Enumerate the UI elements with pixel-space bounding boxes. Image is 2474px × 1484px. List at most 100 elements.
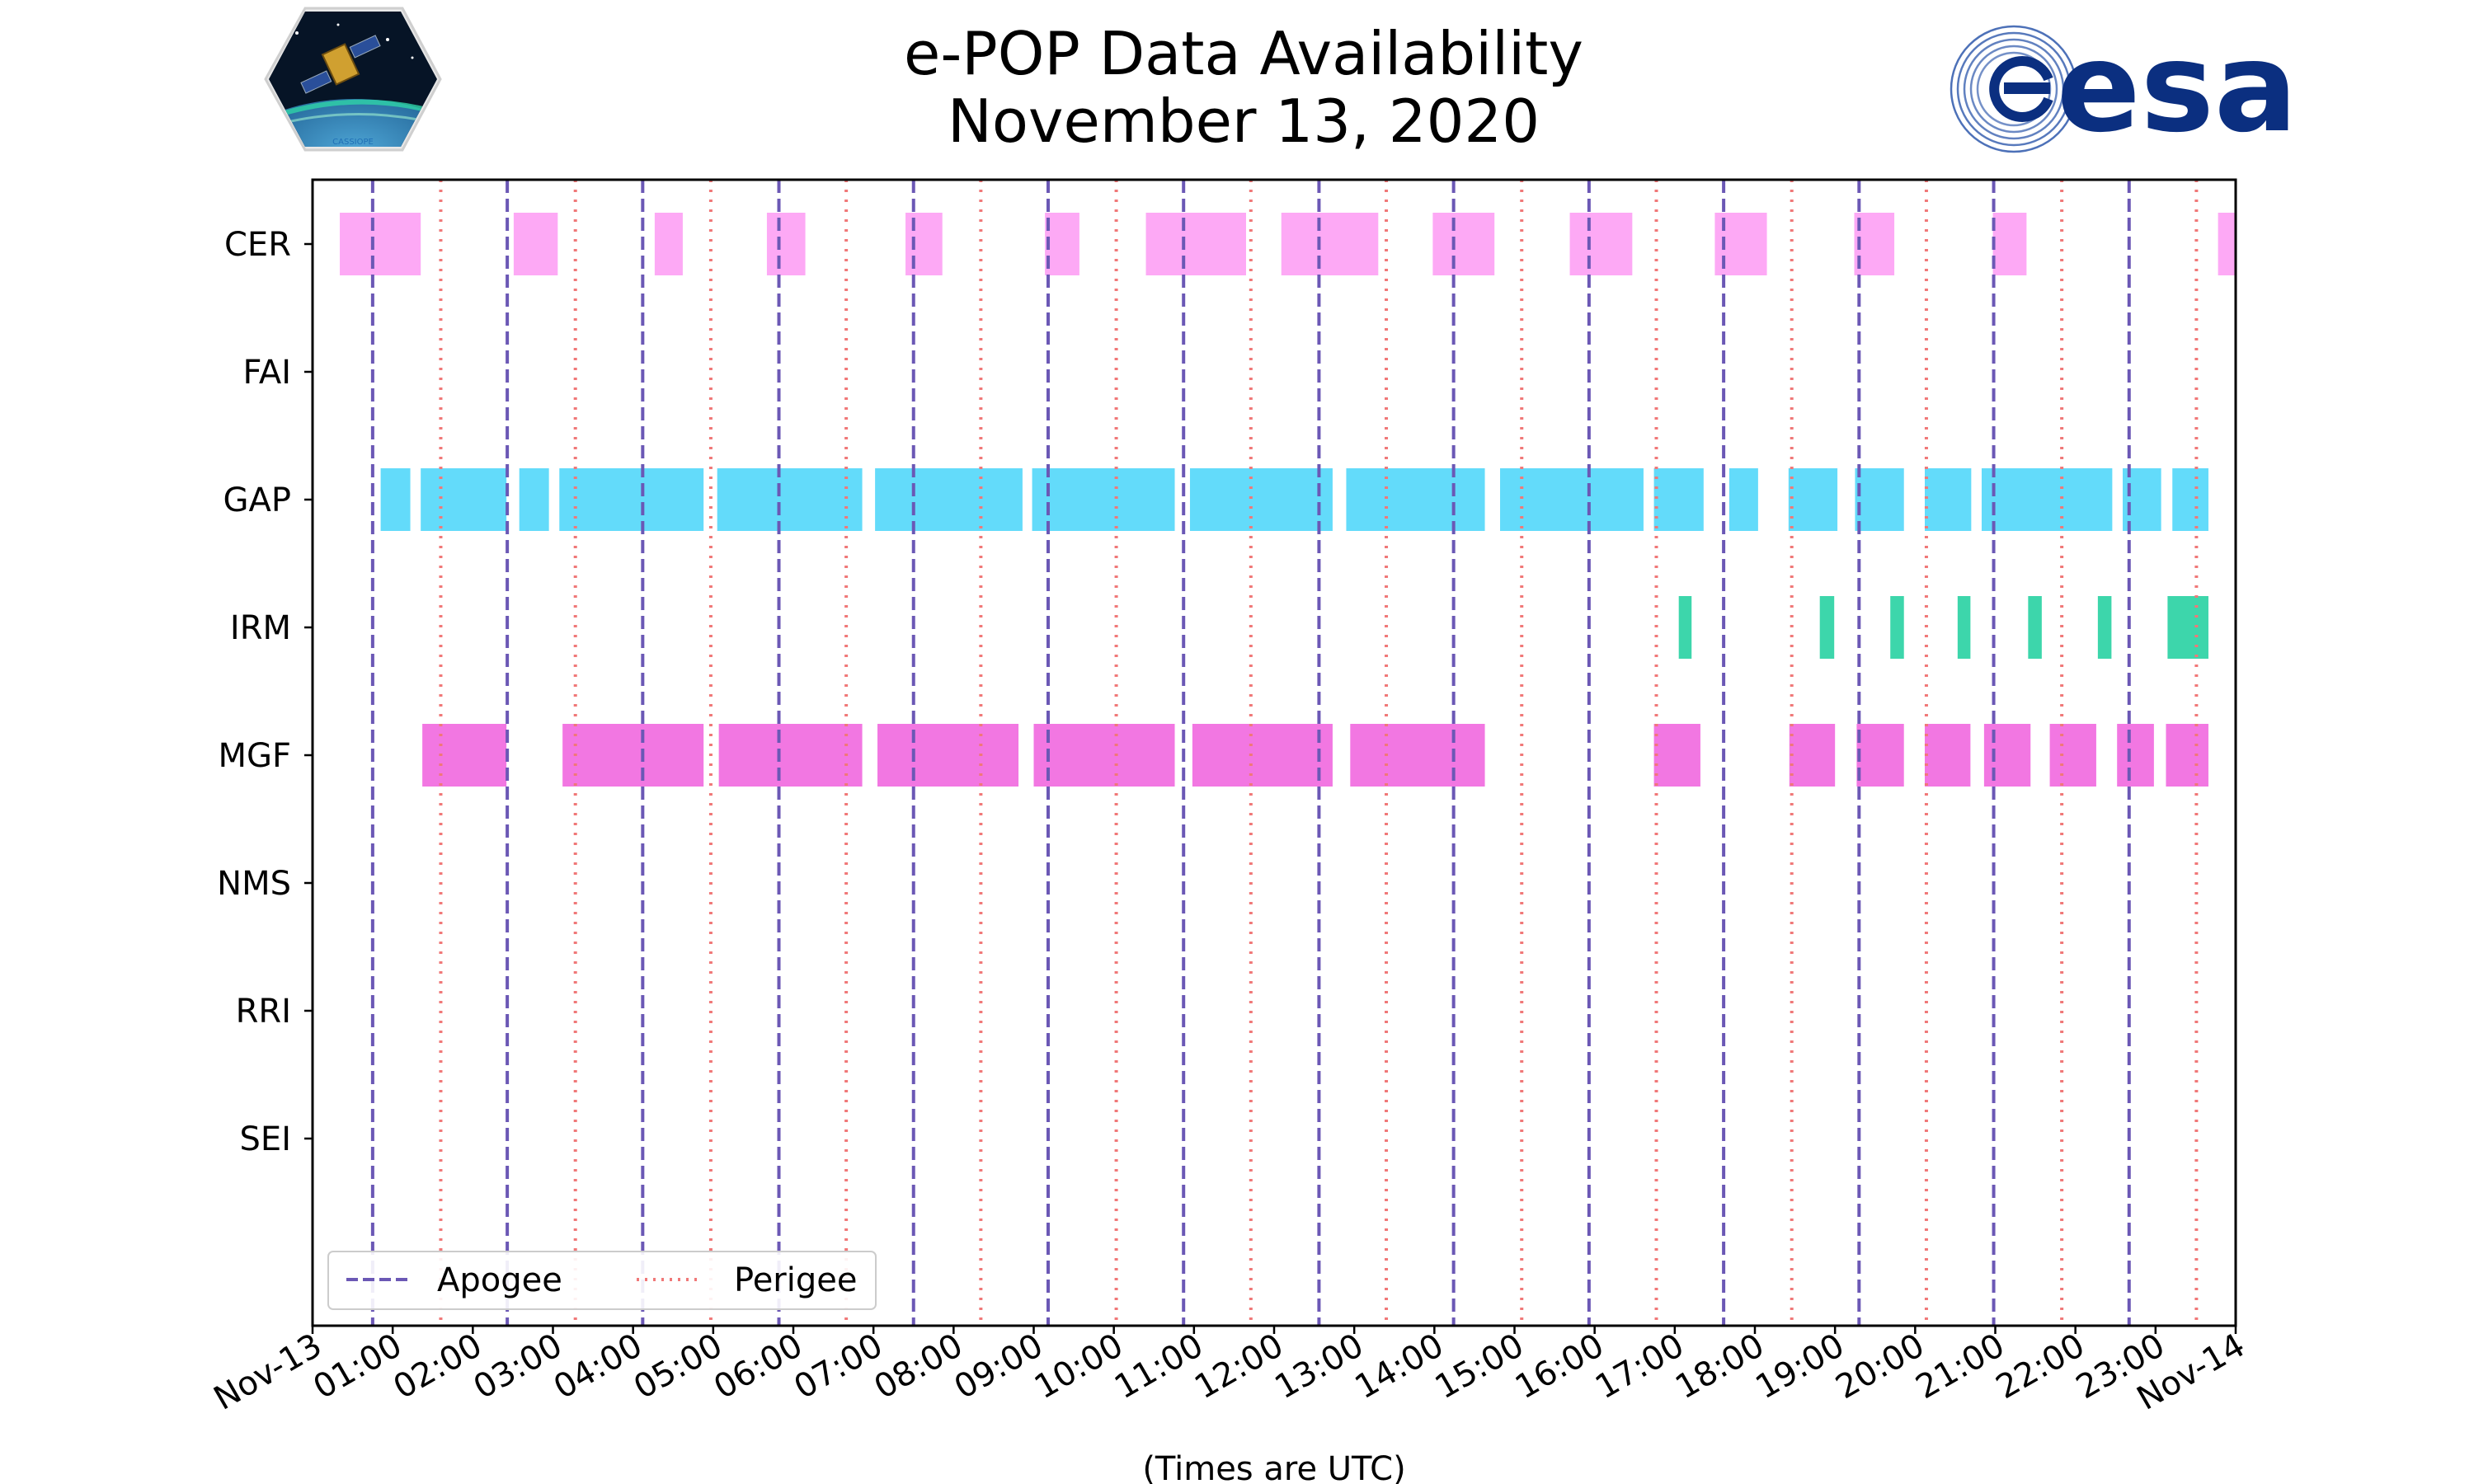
x-axis: Nov-1301:0002:0003:0004:0005:0006:0007:0… (208, 1326, 2251, 1418)
bar-cer-0 (340, 213, 421, 275)
x-tick-label: 10:00 (1028, 1327, 1130, 1407)
bars-layer (340, 213, 2236, 787)
x-tick-label: 20:00 (1829, 1327, 1931, 1407)
bar-mgf-6 (1350, 724, 1485, 787)
bar-mgf-12 (2049, 724, 2096, 787)
bar-gap-15 (1981, 468, 2113, 531)
y-tick-label-irm: IRM (230, 609, 291, 647)
legend-perigee-label: Perigee (734, 1261, 857, 1299)
x-tick-label: 13:00 (1268, 1327, 1370, 1407)
esa-logo: esa (1950, 16, 2298, 160)
bar-gap-10 (1653, 468, 1704, 531)
bar-gap-6 (1032, 468, 1175, 531)
esa-wordmark: esa (2057, 16, 2298, 160)
y-tick-label-mgf: MGF (218, 737, 291, 775)
y-tick-label-sei: SEI (240, 1120, 291, 1158)
bar-cer-11 (1854, 213, 1895, 275)
bar-cer-1 (513, 213, 558, 275)
x-tick-label: 01:00 (307, 1327, 408, 1407)
x-tick-label: 09:00 (948, 1327, 1050, 1407)
bar-mgf-1 (562, 724, 704, 787)
x-tick-label: 05:00 (628, 1327, 729, 1407)
bar-irm-0 (1678, 596, 1692, 659)
bar-cer-9 (1569, 213, 1633, 275)
bar-irm-1 (1819, 596, 1835, 659)
bar-gap-16 (2122, 468, 2161, 531)
chart-title-line1: e-POP Data Availability (904, 19, 1583, 88)
bar-irm-4 (2028, 596, 2042, 659)
y-tick-label-cer: CER (224, 226, 291, 264)
bar-gap-8 (1346, 468, 1485, 531)
legend: Apogee Perigee (327, 1251, 877, 1310)
legend-apogee-label: Apogee (437, 1261, 562, 1299)
bar-gap-0 (380, 468, 411, 531)
bar-cer-12 (1992, 213, 2027, 275)
x-tick-label: 15:00 (1429, 1327, 1531, 1407)
bar-cer-13 (2218, 213, 2236, 275)
satellite-icon (300, 35, 381, 94)
bar-mgf-4 (1033, 724, 1175, 787)
bar-cer-2 (654, 213, 683, 275)
bar-cer-4 (905, 213, 943, 275)
x-tick-label: 11:00 (1108, 1327, 1210, 1407)
bar-cer-8 (1432, 213, 1495, 275)
bar-mgf-13 (2117, 724, 2154, 787)
y-tick-label-fai: FAI (243, 354, 292, 392)
y-tick-label-gap: GAP (223, 481, 291, 519)
bar-irm-2 (1890, 596, 1904, 659)
bar-cer-6 (1145, 213, 1246, 275)
x-tick-label: 07:00 (788, 1327, 889, 1407)
x-tick-label: 17:00 (1589, 1327, 1691, 1407)
bar-irm-5 (2097, 596, 2112, 659)
bar-irm-6 (2167, 596, 2208, 659)
x-tick-label: 02:00 (387, 1327, 488, 1407)
bar-cer-7 (1281, 213, 1379, 275)
x-axis-label: (Times are UTC) (1142, 1450, 1405, 1484)
bar-irm-3 (1957, 596, 1971, 659)
svg-text:CASSIOPE: CASSIOPE (332, 138, 374, 147)
bar-gap-17 (2172, 468, 2208, 531)
x-tick-label: 16:00 (1509, 1327, 1611, 1407)
x-tick-label: 03:00 (468, 1327, 569, 1407)
x-tick-label: 08:00 (868, 1327, 969, 1407)
x-tick-label: 04:00 (548, 1327, 649, 1407)
bar-mgf-14 (2166, 724, 2208, 787)
x-tick-label: 12:00 (1188, 1327, 1290, 1407)
bar-mgf-9 (1856, 724, 1904, 787)
bar-gap-9 (1500, 468, 1644, 531)
bar-cer-5 (1045, 213, 1079, 275)
bar-gap-11 (1729, 468, 1758, 531)
x-tick-label: 19:00 (1749, 1327, 1851, 1407)
bar-gap-2 (519, 468, 549, 531)
bar-gap-13 (1855, 468, 1904, 531)
bar-mgf-10 (1924, 724, 1971, 787)
y-axis: CER FAI GAP IRM MGF NMS RRI SEI (217, 226, 313, 1158)
bar-mgf-0 (422, 724, 507, 787)
esa-swirl-icon (1950, 25, 2078, 153)
chart-title-line2: November 13, 2020 (948, 87, 1540, 156)
bar-mgf-8 (1789, 724, 1836, 787)
legend-box (327, 1251, 877, 1310)
bar-gap-5 (875, 468, 1023, 531)
bar-gap-4 (717, 468, 863, 531)
x-tick-label: 14:00 (1348, 1327, 1450, 1407)
y-tick-label-nms: NMS (217, 865, 291, 903)
bar-mgf-3 (877, 724, 1019, 787)
x-tick-label: 06:00 (708, 1327, 809, 1407)
bar-mgf-5 (1192, 724, 1333, 787)
x-tick-label: 18:00 (1669, 1327, 1771, 1407)
bar-gap-12 (1788, 468, 1838, 531)
bar-gap-3 (559, 468, 704, 531)
bar-cer-3 (766, 213, 806, 275)
y-tick-label-rri: RRI (236, 993, 291, 1031)
x-tick-label: 22:00 (1990, 1327, 2091, 1407)
bar-gap-1 (421, 468, 507, 531)
bar-mgf-7 (1653, 724, 1700, 787)
orbit-lines-layer (370, 180, 2199, 1326)
bar-gap-7 (1189, 468, 1333, 531)
x-tick-label: 21:00 (1910, 1327, 2011, 1407)
bar-gap-14 (1924, 468, 1972, 531)
bar-mgf-2 (718, 724, 863, 787)
bar-mgf-11 (1983, 724, 2031, 787)
